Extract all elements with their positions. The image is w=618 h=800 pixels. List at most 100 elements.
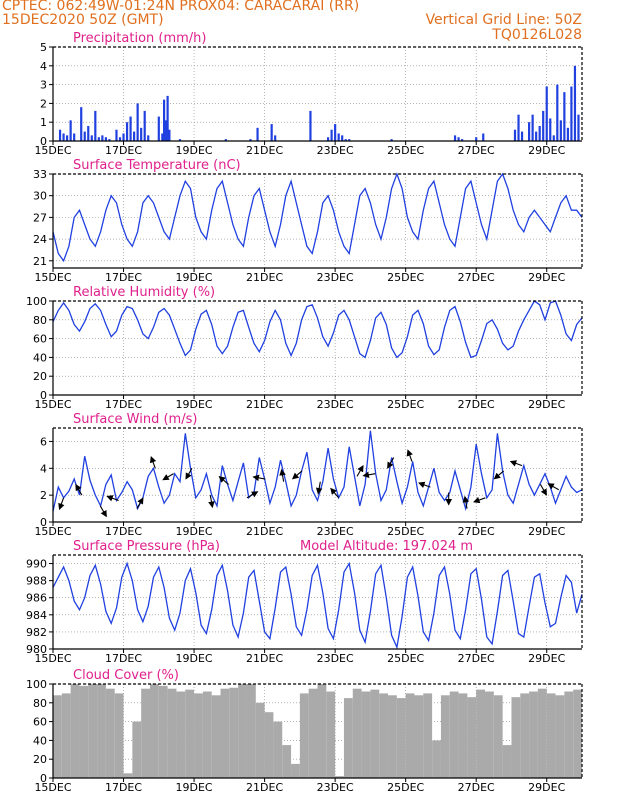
panel-rh-xtick-label-4: 23DEC bbox=[317, 398, 354, 411]
panel-cloud-bar-0 bbox=[53, 695, 62, 778]
panel-cloud-ytick-label-4: 80 bbox=[33, 697, 47, 710]
panel-cloud-bar-56 bbox=[546, 693, 556, 778]
panel-cloud-bar-59 bbox=[573, 689, 582, 778]
wind-direction-arrow-9 bbox=[218, 475, 229, 485]
wind-direction-arrow-14 bbox=[315, 481, 323, 495]
panel-cloud-bar-29 bbox=[308, 688, 318, 778]
panel-precip-bar-36 bbox=[309, 110, 312, 141]
panel-cloud-bar-38 bbox=[388, 695, 397, 778]
panel-pres-xtick-label-7: 29DEC bbox=[528, 652, 565, 665]
panel-cloud-xtick-label-2: 19DEC bbox=[176, 781, 213, 794]
panel-cloud-bar-17 bbox=[202, 691, 212, 778]
panel-precip-xtick-label-3: 21DEC bbox=[246, 144, 283, 157]
panel-cloud-bar-40 bbox=[405, 693, 415, 778]
panel-rh-ytick-label-5: 100 bbox=[26, 295, 47, 308]
panel-temp-xtick-label-4: 23DEC bbox=[317, 271, 354, 284]
wind-direction-arrow-5 bbox=[149, 455, 157, 469]
wind-direction-arrow-16 bbox=[356, 465, 364, 477]
panel-temp-ytick-label-4: 33 bbox=[33, 168, 47, 181]
panel-cloud-bar-3 bbox=[79, 685, 89, 778]
panel-cloud-bar-23 bbox=[255, 702, 265, 778]
panel-cloud-bar-14 bbox=[176, 691, 186, 778]
panel-rh-ytick-label-0: 0 bbox=[40, 389, 47, 402]
panel-cloud-bar-18 bbox=[211, 695, 221, 778]
panel-pres-ytick-label-3: 986 bbox=[26, 592, 47, 605]
panel-pres-ytick-label-2: 984 bbox=[26, 609, 47, 622]
panel-precip-bar-0 bbox=[58, 129, 62, 141]
panel-precip-bar-50 bbox=[513, 129, 517, 141]
panel-cloud-bar-13 bbox=[167, 688, 177, 778]
panel-precip-bar-10 bbox=[97, 137, 100, 141]
panel-precip-bar-34 bbox=[270, 124, 273, 141]
panel-pres: 980 982 984 986 988 990 15DEC 17DEC 19DEC 21DEC 23… bbox=[26, 539, 583, 665]
panel-temp: 21 24 27 30 33 15DEC 17DEC 19DEC 21DEC 23DEC 25DEC… bbox=[33, 158, 583, 284]
panel-precip-xtick-label-2: 19DEC bbox=[176, 144, 213, 157]
panel-pres-xtick-label-3: 21DEC bbox=[246, 652, 283, 665]
panel-cloud-xtick-label-3: 21DEC bbox=[246, 781, 283, 794]
panel-rh-xtick-label-7: 29DEC bbox=[528, 398, 565, 411]
panel-precip-bar-39 bbox=[334, 124, 337, 141]
panel-precip-bar-60 bbox=[552, 135, 555, 141]
panel-rh: 0 20 40 60 80 100 15DEC 17DEC 19DEC 21DEC 23DEC 25D… bbox=[26, 285, 583, 411]
wind-direction-arrow-12 bbox=[279, 468, 286, 482]
panel-cloud-bar-43 bbox=[432, 740, 441, 778]
panel-cloud-bar-54 bbox=[529, 691, 538, 778]
panel-precip-bar-13 bbox=[108, 139, 111, 141]
panel-precip-bar-18 bbox=[129, 116, 132, 141]
panel-cloud-bar-24 bbox=[264, 712, 274, 778]
panel-cloud-bar-34 bbox=[352, 688, 362, 778]
panel-pres-xtick-label-6: 27DEC bbox=[458, 652, 495, 665]
panel-pres-xtick-label-5: 25DEC bbox=[387, 652, 424, 665]
panel-rh-xtick-label-6: 27DEC bbox=[458, 398, 495, 411]
panel-precip-bar-6 bbox=[83, 131, 86, 141]
panel-rh-ytick-label-2: 40 bbox=[33, 351, 47, 364]
panel-precip-bar-21 bbox=[140, 127, 143, 141]
panel-rh-xtick-label-2: 19DEC bbox=[176, 398, 213, 411]
wind-direction-arrow-23 bbox=[473, 496, 486, 504]
panel-precip-bar-8 bbox=[90, 135, 93, 141]
panel-wind-ytick-label-2: 4 bbox=[40, 462, 47, 475]
panel-precip-bar-19 bbox=[133, 131, 136, 141]
wind-direction-arrow-22 bbox=[462, 495, 470, 509]
panel-precip-bar-7 bbox=[87, 125, 90, 141]
panel-precip-bar-23 bbox=[147, 135, 150, 141]
panel-cloud-xtick-label-5: 25DEC bbox=[387, 781, 424, 794]
panel-pres-xtick-label-2: 19DEC bbox=[176, 652, 213, 665]
panel-cloud-bar-5 bbox=[97, 684, 106, 778]
panel-cloud-bar-4 bbox=[88, 684, 98, 778]
panel-precip-bar-12 bbox=[104, 137, 107, 141]
panel-precip-bar-30 bbox=[178, 139, 182, 141]
panel-precip-bar-41 bbox=[341, 135, 344, 141]
panel-precip-bar-2 bbox=[66, 135, 69, 141]
wind-direction-arrow-26 bbox=[539, 484, 547, 496]
wind-direction-arrow-20 bbox=[418, 481, 431, 488]
panel-rh-ytick-label-3: 60 bbox=[33, 333, 47, 346]
panel-precip-bar-25 bbox=[161, 133, 164, 141]
panel-precip-bar-42 bbox=[344, 139, 347, 141]
panel-precip-bar-58 bbox=[545, 86, 548, 141]
panel-cloud-bar-46 bbox=[458, 693, 468, 778]
panel-rh-xtick-label-3: 21DEC bbox=[246, 398, 283, 411]
panel-cloud: 0 20 40 60 80 100 15DEC 17DEC 19DEC 21DEC 23DEC 25D… bbox=[26, 668, 583, 794]
panel-rh-ytick-label-1: 20 bbox=[33, 370, 47, 383]
panel-precip-xtick-label-5: 25DEC bbox=[387, 144, 424, 157]
panel-cloud-bar-8 bbox=[123, 773, 133, 778]
panel-pres-title: Surface Pressure (hPa) bbox=[73, 539, 220, 554]
wind-direction-arrow-10 bbox=[246, 491, 259, 499]
panel-precip-bar-3 bbox=[69, 120, 72, 141]
panel-cloud-ytick-label-0: 0 bbox=[40, 772, 47, 785]
panel-temp-ytick-label-1: 24 bbox=[33, 233, 47, 246]
wind-direction-arrow-8 bbox=[208, 495, 215, 509]
panel-precip-bar-55 bbox=[535, 131, 538, 141]
panel-precip-bar-27 bbox=[164, 120, 167, 141]
panel-cloud-bar-50 bbox=[493, 695, 503, 778]
panel-precip-bar-44 bbox=[390, 139, 393, 141]
panel-precip-bar-14 bbox=[115, 129, 118, 141]
panel-rh-ytick-label-4: 80 bbox=[33, 314, 47, 327]
wind-direction-arrow-2 bbox=[99, 505, 107, 518]
panel-pres-ytick-label-0: 980 bbox=[26, 643, 47, 656]
panel-precip-xtick-label-0: 15DEC bbox=[34, 144, 71, 157]
panel-precip-bar-29 bbox=[168, 129, 171, 141]
wind-direction-arrow-11 bbox=[252, 474, 266, 482]
